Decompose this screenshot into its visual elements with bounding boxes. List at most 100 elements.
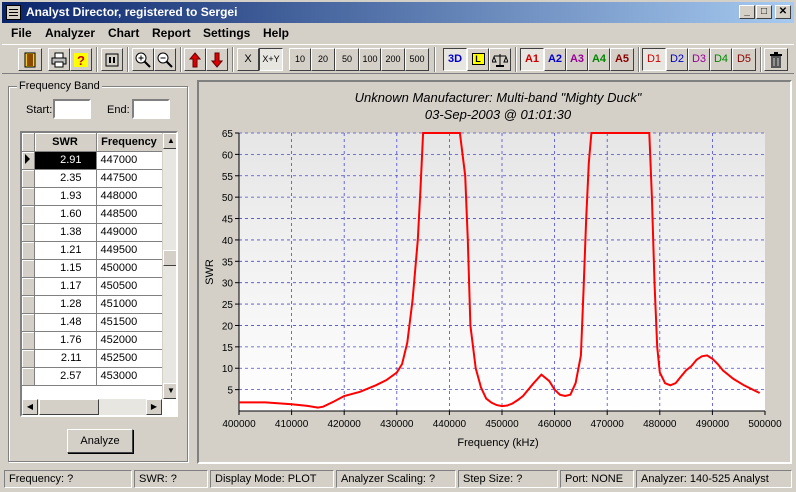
table-row[interactable]: 2.35 447500 xyxy=(22,169,163,188)
frequency-cell[interactable]: 453000 xyxy=(96,367,163,386)
menu-report[interactable]: Report xyxy=(152,26,191,40)
menu-settings[interactable]: Settings xyxy=(203,26,251,40)
grid-vertical-scrollbar[interactable]: ▲ ▼ xyxy=(162,133,176,399)
data-d4-button[interactable]: D4 xyxy=(710,48,732,71)
frequency-cell[interactable]: 452500 xyxy=(96,349,163,368)
row-indicator[interactable] xyxy=(22,187,35,206)
menu-help[interactable]: Help xyxy=(263,26,290,40)
scroll-right-arrow-icon[interactable]: ▶ xyxy=(146,399,162,415)
swr-cell[interactable]: 1.21 xyxy=(34,241,97,260)
table-row[interactable]: 1.28 451000 xyxy=(22,295,163,314)
table-row[interactable]: 1.93 448000 xyxy=(22,187,163,206)
pause-button[interactable] xyxy=(101,48,123,71)
row-indicator[interactable] xyxy=(22,331,35,350)
view-l-button[interactable]: L xyxy=(467,48,489,71)
zoom-out-button[interactable] xyxy=(154,48,176,71)
row-indicator[interactable] xyxy=(22,277,35,296)
frequency-cell[interactable]: 447000 xyxy=(96,151,163,170)
row-indicator[interactable] xyxy=(22,241,35,260)
frequency-cell[interactable]: 451000 xyxy=(96,295,163,314)
data-d5-button[interactable]: D5 xyxy=(732,48,756,71)
view-3d-button[interactable]: 3D xyxy=(443,48,467,71)
delete-button[interactable] xyxy=(764,48,788,71)
scroll-left-arrow-icon[interactable]: ◀ xyxy=(22,399,38,415)
frequency-cell[interactable]: 450500 xyxy=(96,277,163,296)
table-row[interactable]: 1.17 450500 xyxy=(22,277,163,296)
analyzer-a2-button[interactable]: A2 xyxy=(544,48,566,71)
table-row[interactable]: 2.57 453000 xyxy=(22,367,163,386)
step-20-button[interactable]: 20 xyxy=(311,48,335,71)
scroll-up-arrow-icon[interactable]: ▲ xyxy=(163,133,176,149)
swr-cell[interactable]: 2.11 xyxy=(34,349,97,368)
swr-cell[interactable]: 1.15 xyxy=(34,259,97,278)
frequency-cell[interactable]: 448500 xyxy=(96,205,163,224)
frequency-cell[interactable]: 447500 xyxy=(96,169,163,188)
frequency-cell[interactable]: 449000 xyxy=(96,223,163,242)
table-row[interactable]: 2.11 452500 xyxy=(22,349,163,368)
table-row[interactable]: 1.15 450000 xyxy=(22,259,163,278)
menu-analyzer[interactable]: Analyzer xyxy=(45,26,96,40)
row-indicator[interactable] xyxy=(22,223,35,242)
row-indicator[interactable] xyxy=(22,367,35,386)
end-frequency-input[interactable] xyxy=(132,99,170,119)
frequency-cell[interactable]: 452000 xyxy=(96,331,163,350)
menu-chart[interactable]: Chart xyxy=(108,26,140,40)
swr-cell[interactable]: 2.57 xyxy=(34,367,97,386)
axis-xy-button[interactable]: X+Y xyxy=(259,48,283,71)
swr-cell[interactable]: 2.91 xyxy=(34,151,97,170)
swr-cell[interactable]: 2.35 xyxy=(34,169,97,188)
swr-cell[interactable]: 1.28 xyxy=(34,295,97,314)
maximize-button[interactable]: □ xyxy=(756,5,772,19)
minimize-button[interactable]: _ xyxy=(739,5,755,19)
start-frequency-input[interactable] xyxy=(53,99,91,119)
analyzer-a1-button[interactable]: A1 xyxy=(520,48,544,71)
step-50-button[interactable]: 50 xyxy=(335,48,359,71)
swr-cell[interactable]: 1.60 xyxy=(34,205,97,224)
data-d1-button[interactable]: D1 xyxy=(642,48,666,71)
close-button[interactable]: ✕ xyxy=(775,5,791,19)
scroll-down-button[interactable] xyxy=(206,48,228,71)
print-button[interactable] xyxy=(48,48,70,71)
balance-button[interactable] xyxy=(489,48,511,71)
scroll-up-button[interactable] xyxy=(184,48,206,71)
row-indicator[interactable] xyxy=(22,295,35,314)
app-icon[interactable] xyxy=(6,5,21,20)
scroll-down-arrow-icon[interactable]: ▼ xyxy=(163,383,176,399)
title-bar[interactable]: Analyst Director, registered to Sergei _… xyxy=(2,2,794,23)
swr-cell[interactable]: 1.38 xyxy=(34,223,97,242)
row-indicator[interactable] xyxy=(22,349,35,368)
grid-horizontal-thumb[interactable] xyxy=(39,399,99,415)
zoom-in-button[interactable] xyxy=(132,48,154,71)
data-d2-button[interactable]: D2 xyxy=(666,48,688,71)
frequency-cell[interactable]: 448000 xyxy=(96,187,163,206)
step-200-button[interactable]: 200 xyxy=(381,48,405,71)
swr-cell[interactable]: 1.48 xyxy=(34,313,97,332)
grid-vertical-thumb[interactable] xyxy=(163,250,176,266)
swr-cell[interactable]: 1.17 xyxy=(34,277,97,296)
frequency-column-header[interactable]: Frequency xyxy=(96,133,163,152)
frequency-cell[interactable]: 450000 xyxy=(96,259,163,278)
row-indicator[interactable] xyxy=(22,169,35,188)
swr-cell[interactable]: 1.76 xyxy=(34,331,97,350)
table-row[interactable]: 1.38 449000 xyxy=(22,223,163,242)
help-button[interactable]: ? xyxy=(70,48,92,71)
frequency-cell[interactable]: 451500 xyxy=(96,313,163,332)
row-indicator[interactable] xyxy=(22,205,35,224)
table-row[interactable]: 1.60 448500 xyxy=(22,205,163,224)
row-indicator[interactable] xyxy=(22,259,35,278)
data-d3-button[interactable]: D3 xyxy=(688,48,710,71)
step-10-button[interactable]: 10 xyxy=(289,48,311,71)
menu-file[interactable]: File xyxy=(11,26,32,40)
step-500-button[interactable]: 500 xyxy=(405,48,429,71)
frequency-cell[interactable]: 449500 xyxy=(96,241,163,260)
table-row[interactable]: 1.21 449500 xyxy=(22,241,163,260)
exit-button[interactable] xyxy=(18,48,42,71)
analyze-button[interactable]: Analyze xyxy=(67,429,133,453)
swr-data-grid[interactable]: SWR Frequency 2.91 447000 2.35 447500 1.93 44… xyxy=(20,131,178,417)
step-100-button[interactable]: 100 xyxy=(359,48,381,71)
analyzer-a4-button[interactable]: A4 xyxy=(588,48,610,71)
grid-horizontal-scrollbar[interactable]: ◀ ▶ xyxy=(22,399,162,415)
swr-cell[interactable]: 1.93 xyxy=(34,187,97,206)
axis-x-button[interactable]: X xyxy=(237,48,259,71)
row-indicator[interactable] xyxy=(22,313,35,332)
